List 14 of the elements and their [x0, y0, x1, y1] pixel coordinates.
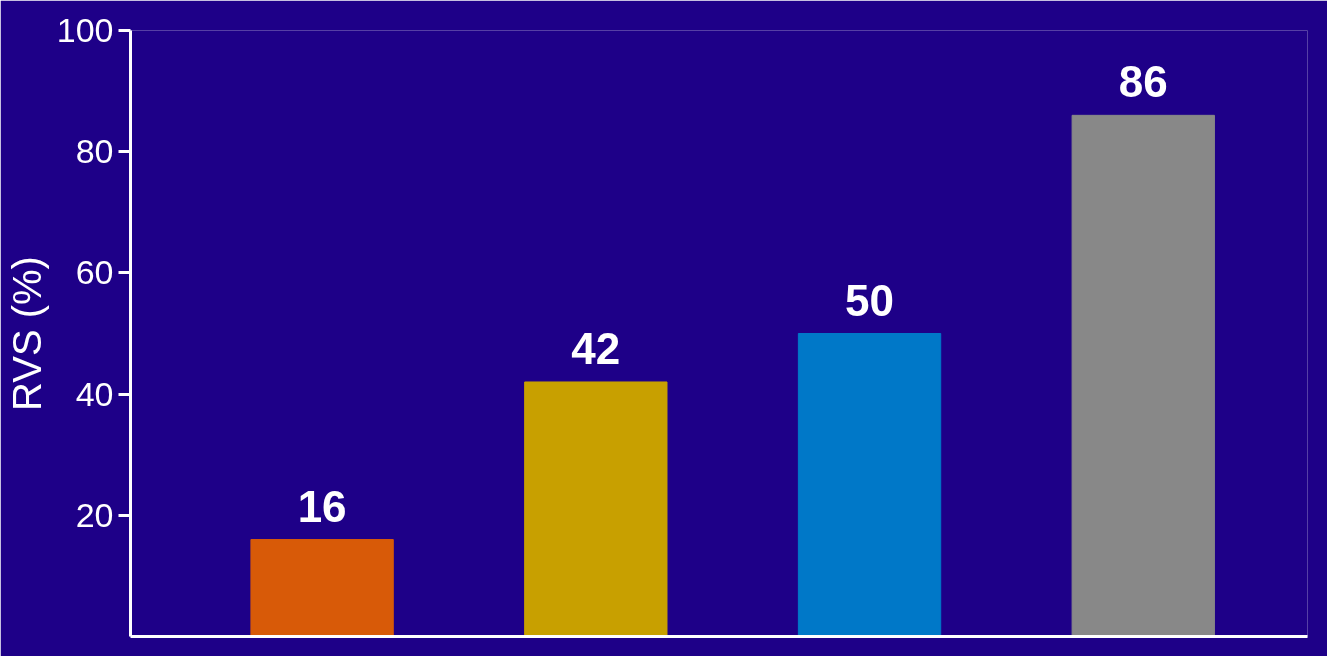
y-tick-label: 100: [56, 11, 114, 49]
y-tick-label: 40: [75, 374, 114, 413]
y-tick-label: 20: [75, 495, 114, 534]
y-axis-title: RVS (%): [4, 256, 49, 411]
y-tick-label: 60: [75, 253, 114, 292]
data-label: 86: [1118, 57, 1168, 107]
data-label: 50: [845, 275, 895, 325]
y-tick-label: 80: [75, 132, 114, 171]
data-label: 16: [297, 481, 347, 531]
bar: [250, 539, 394, 637]
bar: [1071, 114, 1215, 637]
bar: [797, 333, 942, 637]
bar: [524, 381, 668, 637]
data-label: 42: [571, 323, 621, 373]
